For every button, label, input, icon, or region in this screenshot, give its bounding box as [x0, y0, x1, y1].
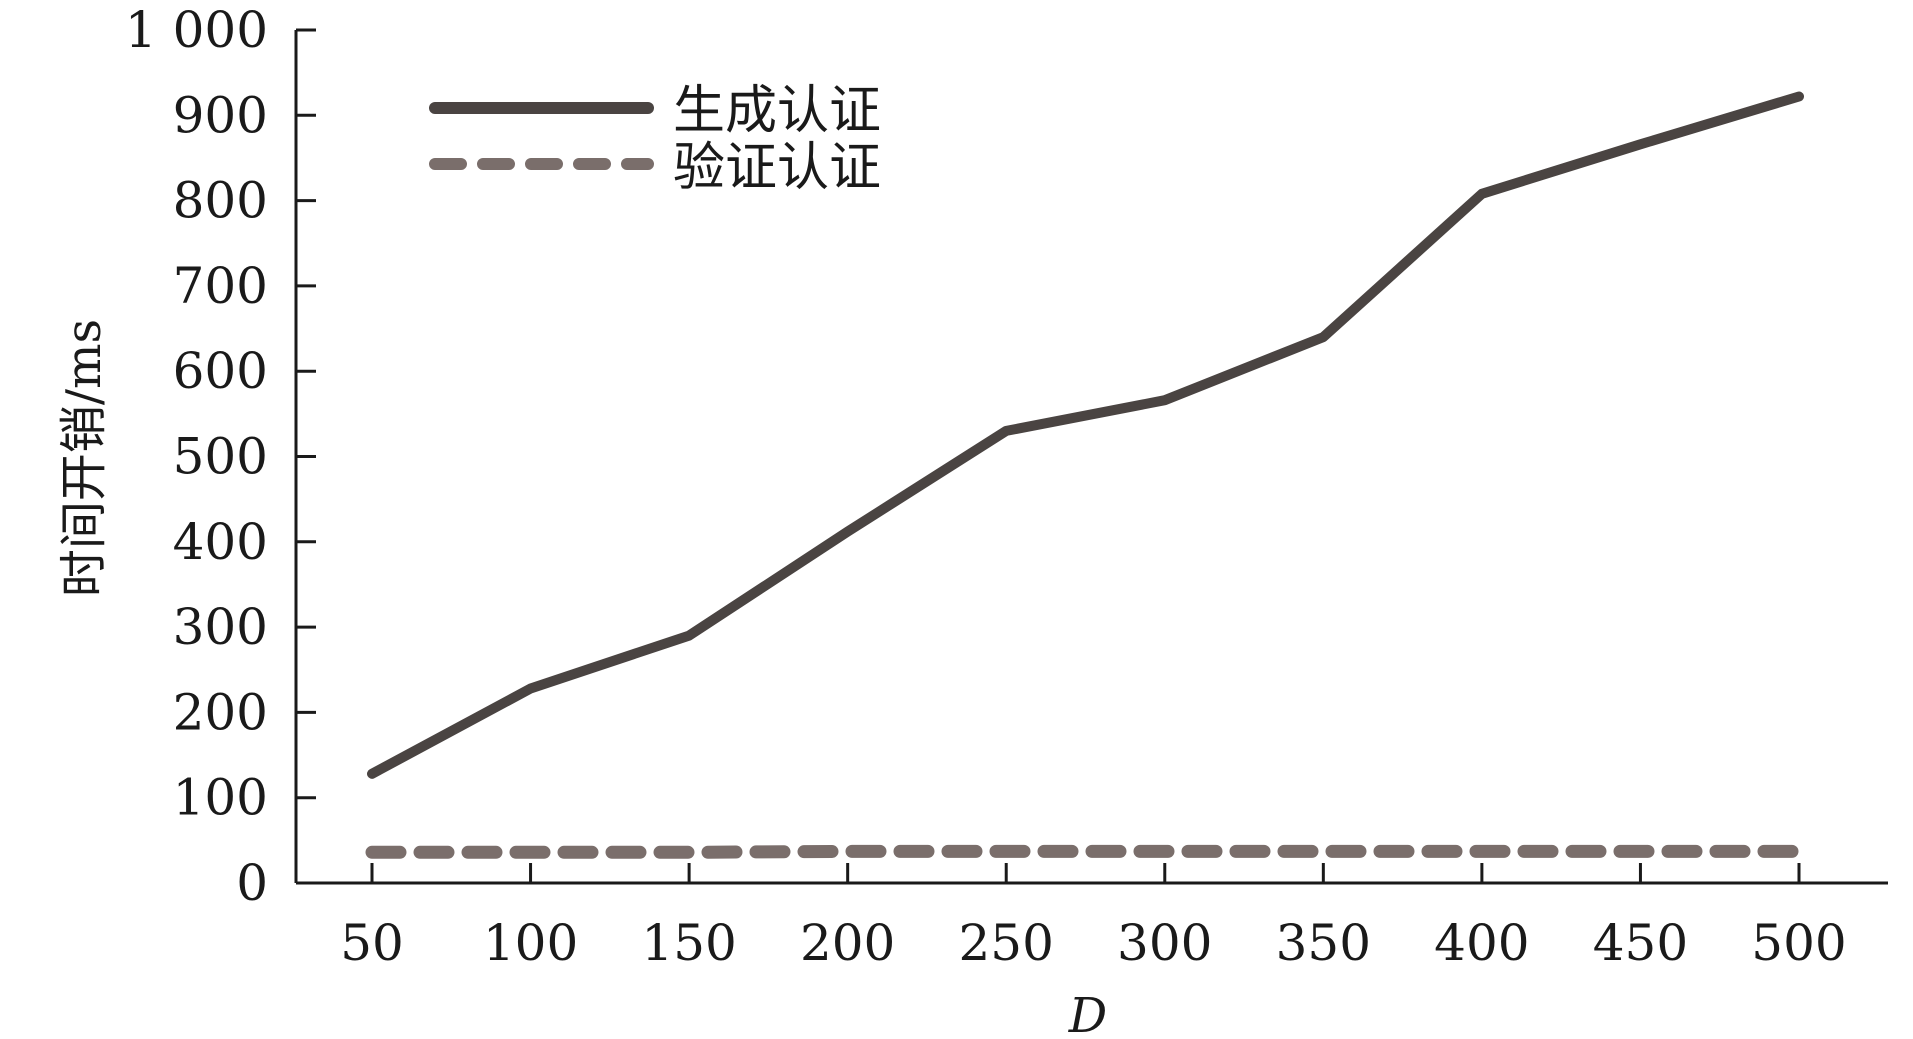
x-tick-label: 50	[340, 914, 404, 972]
series-line-1	[365, 844, 1806, 859]
y-tick-label: 900	[173, 86, 268, 144]
x-tick-label: 250	[959, 914, 1054, 972]
x-tick-label: 350	[1276, 914, 1371, 972]
series-layer	[365, 91, 1806, 859]
y-tick-label: 700	[173, 257, 268, 315]
x-tick-label: 450	[1593, 914, 1688, 972]
x-tick-label: 500	[1751, 914, 1846, 972]
x-ticks: 50 100 150 200 250 300 350 400 450 500	[340, 863, 1847, 972]
legend-label-verify-auth: 验证认证	[673, 138, 881, 198]
y-tick-label: 100	[173, 769, 268, 827]
y-tick-label: 1 000	[125, 1, 268, 59]
y-ticks: 0 100 200 300 400 500 600 700 800 900 1 000	[125, 1, 316, 912]
y-tick-label: 200	[173, 683, 268, 741]
y-tick-label: 500	[173, 428, 268, 486]
x-tick-label: 200	[800, 914, 895, 972]
legend-label-generate-auth: 生成认证	[673, 81, 881, 141]
x-tick-label: 400	[1434, 914, 1529, 972]
y-tick-label: 400	[173, 513, 268, 571]
axes	[294, 30, 1888, 885]
series-line-0	[367, 91, 1804, 779]
y-tick-label: 300	[173, 598, 268, 656]
x-tick-label: 150	[641, 914, 736, 972]
y-tick-label: 600	[173, 342, 268, 400]
x-tick-label: 100	[483, 914, 578, 972]
x-tick-label: 300	[1117, 914, 1212, 972]
x-axis-title: D	[1068, 988, 1107, 1039]
legend: 生成认证 验证认证	[429, 81, 881, 198]
y-tick-label: 800	[173, 172, 268, 230]
y-tick-label: 0	[236, 854, 268, 912]
y-axis-title: 时间开销/ms	[56, 319, 112, 597]
